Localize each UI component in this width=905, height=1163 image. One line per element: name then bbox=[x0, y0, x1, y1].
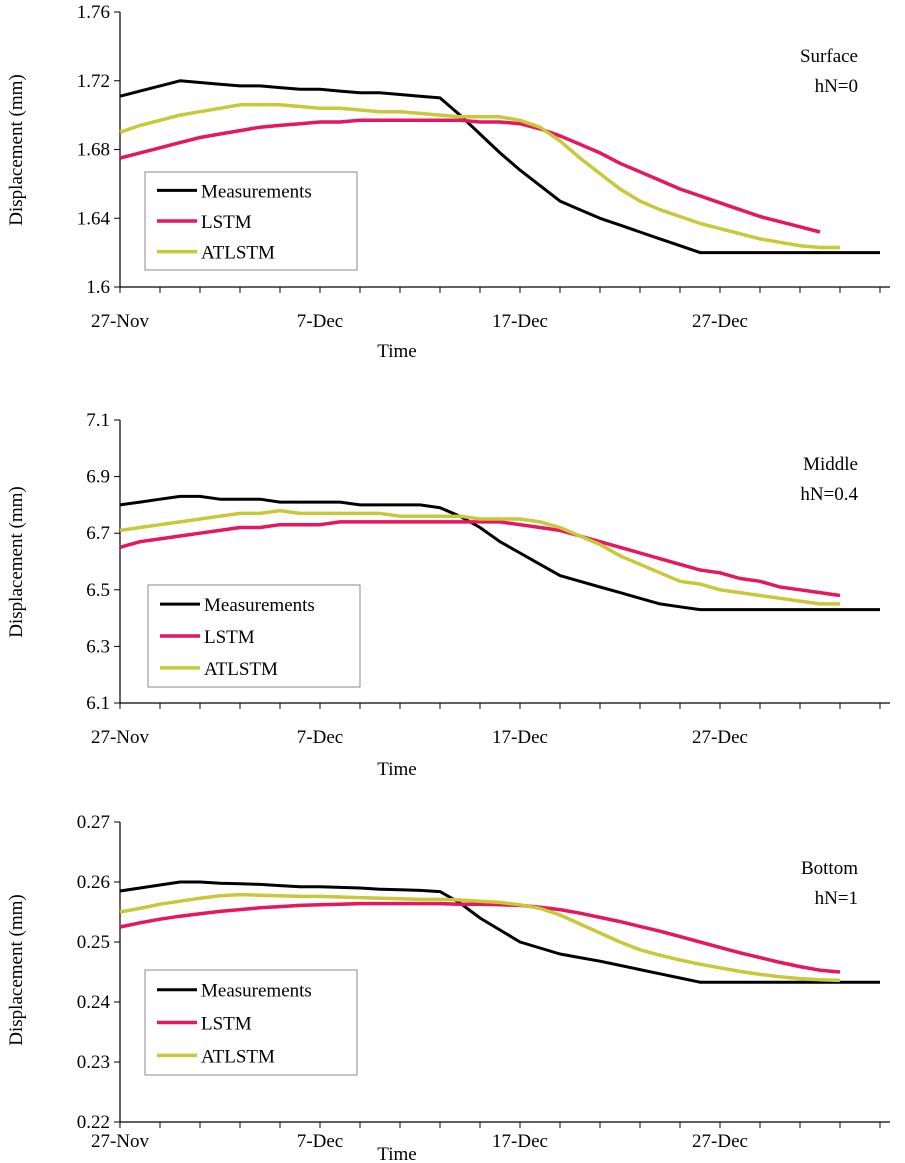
series-line-atlstm bbox=[119, 508, 840, 606]
x-axis-title: Time bbox=[377, 1144, 416, 1163]
panel-annotation: hN=0.4 bbox=[800, 484, 858, 505]
y-tick-label: 7.1 bbox=[86, 410, 110, 431]
x-tick-label: 27-Nov bbox=[91, 311, 150, 332]
y-tick-label: 1.68 bbox=[77, 140, 110, 161]
legend-label: Measurements bbox=[201, 981, 312, 1002]
panel-annotation: Surface bbox=[800, 46, 858, 67]
x-tick-label: 17-Dec bbox=[492, 727, 548, 748]
legend-label: ATLSTM bbox=[201, 243, 275, 264]
x-tick-label: 27-Nov bbox=[91, 727, 150, 748]
y-tick-label: 6.5 bbox=[86, 580, 110, 601]
y-tick-label: 1.72 bbox=[77, 71, 110, 92]
y-axis-title: Displacement (mm) bbox=[6, 894, 27, 1045]
x-tick-label: 7-Dec bbox=[297, 727, 343, 748]
legend-label: ATLSTM bbox=[204, 659, 278, 680]
y-axis-title: Displacement (mm) bbox=[6, 486, 27, 637]
legend-label: Measurements bbox=[204, 595, 315, 616]
y-tick-label: 0.23 bbox=[77, 1052, 110, 1073]
series-line-atlstm bbox=[119, 103, 840, 250]
series-line-atlstm bbox=[119, 892, 841, 983]
series-line-lstm bbox=[119, 901, 841, 974]
series-line-lstm bbox=[119, 118, 821, 234]
series-line-lstm bbox=[119, 520, 841, 598]
y-tick-label: 1.64 bbox=[77, 208, 111, 229]
x-tick-label: 17-Dec bbox=[492, 311, 548, 332]
panel-annotation: hN=0 bbox=[815, 76, 858, 97]
y-tick-label: 1.76 bbox=[77, 2, 110, 23]
chart-panel-1: 1.6 1.64 1.68 1.72 1.76 27-Nov 7-Dec 17-Dec 27-D… bbox=[6, 2, 890, 362]
legend-label: LSTM bbox=[204, 627, 255, 648]
y-tick-label: 0.26 bbox=[77, 872, 110, 893]
y-tick-label: 6.3 bbox=[86, 636, 110, 657]
y-axis-title: Displacement (mm) bbox=[6, 74, 27, 225]
y-tick-label: 0.25 bbox=[77, 932, 110, 953]
x-tick-label: 7-Dec bbox=[297, 311, 343, 332]
legend-label: Measurements bbox=[201, 181, 312, 202]
legend: Measurements LSTM ATLSTM bbox=[147, 584, 361, 688]
y-tick-label: 6.7 bbox=[86, 523, 110, 544]
legend: Measurements LSTM ATLSTM bbox=[144, 969, 358, 1076]
legend-label: ATLSTM bbox=[201, 1046, 275, 1067]
y-tick-label: 1.6 bbox=[86, 277, 110, 298]
x-tick-label: 17-Dec bbox=[492, 1131, 548, 1152]
series-line-measurements bbox=[119, 494, 880, 612]
y-tick-label: 0.24 bbox=[77, 992, 111, 1013]
x-tick-label: 27-Dec bbox=[692, 1131, 748, 1152]
panel-annotation: Middle bbox=[803, 454, 858, 475]
panel-annotation: hN=1 bbox=[815, 888, 858, 909]
x-tick-label: 7-Dec bbox=[297, 1131, 343, 1152]
x-axis-title: Time bbox=[377, 759, 416, 780]
chart-panel-2: 6.1 6.3 6.5 6.7 6.9 7.1 27-Nov 7-Dec 17-Dec 27-De… bbox=[6, 410, 890, 780]
panel-annotation: Bottom bbox=[801, 858, 858, 879]
x-tick-label: 27-Nov bbox=[91, 1131, 150, 1152]
x-axis-title: Time bbox=[377, 341, 416, 362]
legend: Measurements LSTM ATLSTM bbox=[144, 171, 358, 271]
x-tick-label: 27-Dec bbox=[692, 311, 748, 332]
legend-label: LSTM bbox=[201, 212, 252, 233]
chart-panel-3: 0.22 0.23 0.24 0.25 0.26 0.27 27-Nov 7-Dec 17-De… bbox=[6, 812, 890, 1163]
x-tick-label: 27-Dec bbox=[692, 727, 748, 748]
series-line-measurements bbox=[119, 79, 880, 255]
legend-label: LSTM bbox=[201, 1014, 252, 1035]
y-tick-label: 0.27 bbox=[77, 812, 110, 833]
y-tick-label: 0.22 bbox=[77, 1112, 110, 1133]
series-line-measurements bbox=[119, 880, 880, 984]
y-tick-label: 6.9 bbox=[86, 467, 110, 488]
y-tick-label: 6.1 bbox=[86, 693, 110, 714]
